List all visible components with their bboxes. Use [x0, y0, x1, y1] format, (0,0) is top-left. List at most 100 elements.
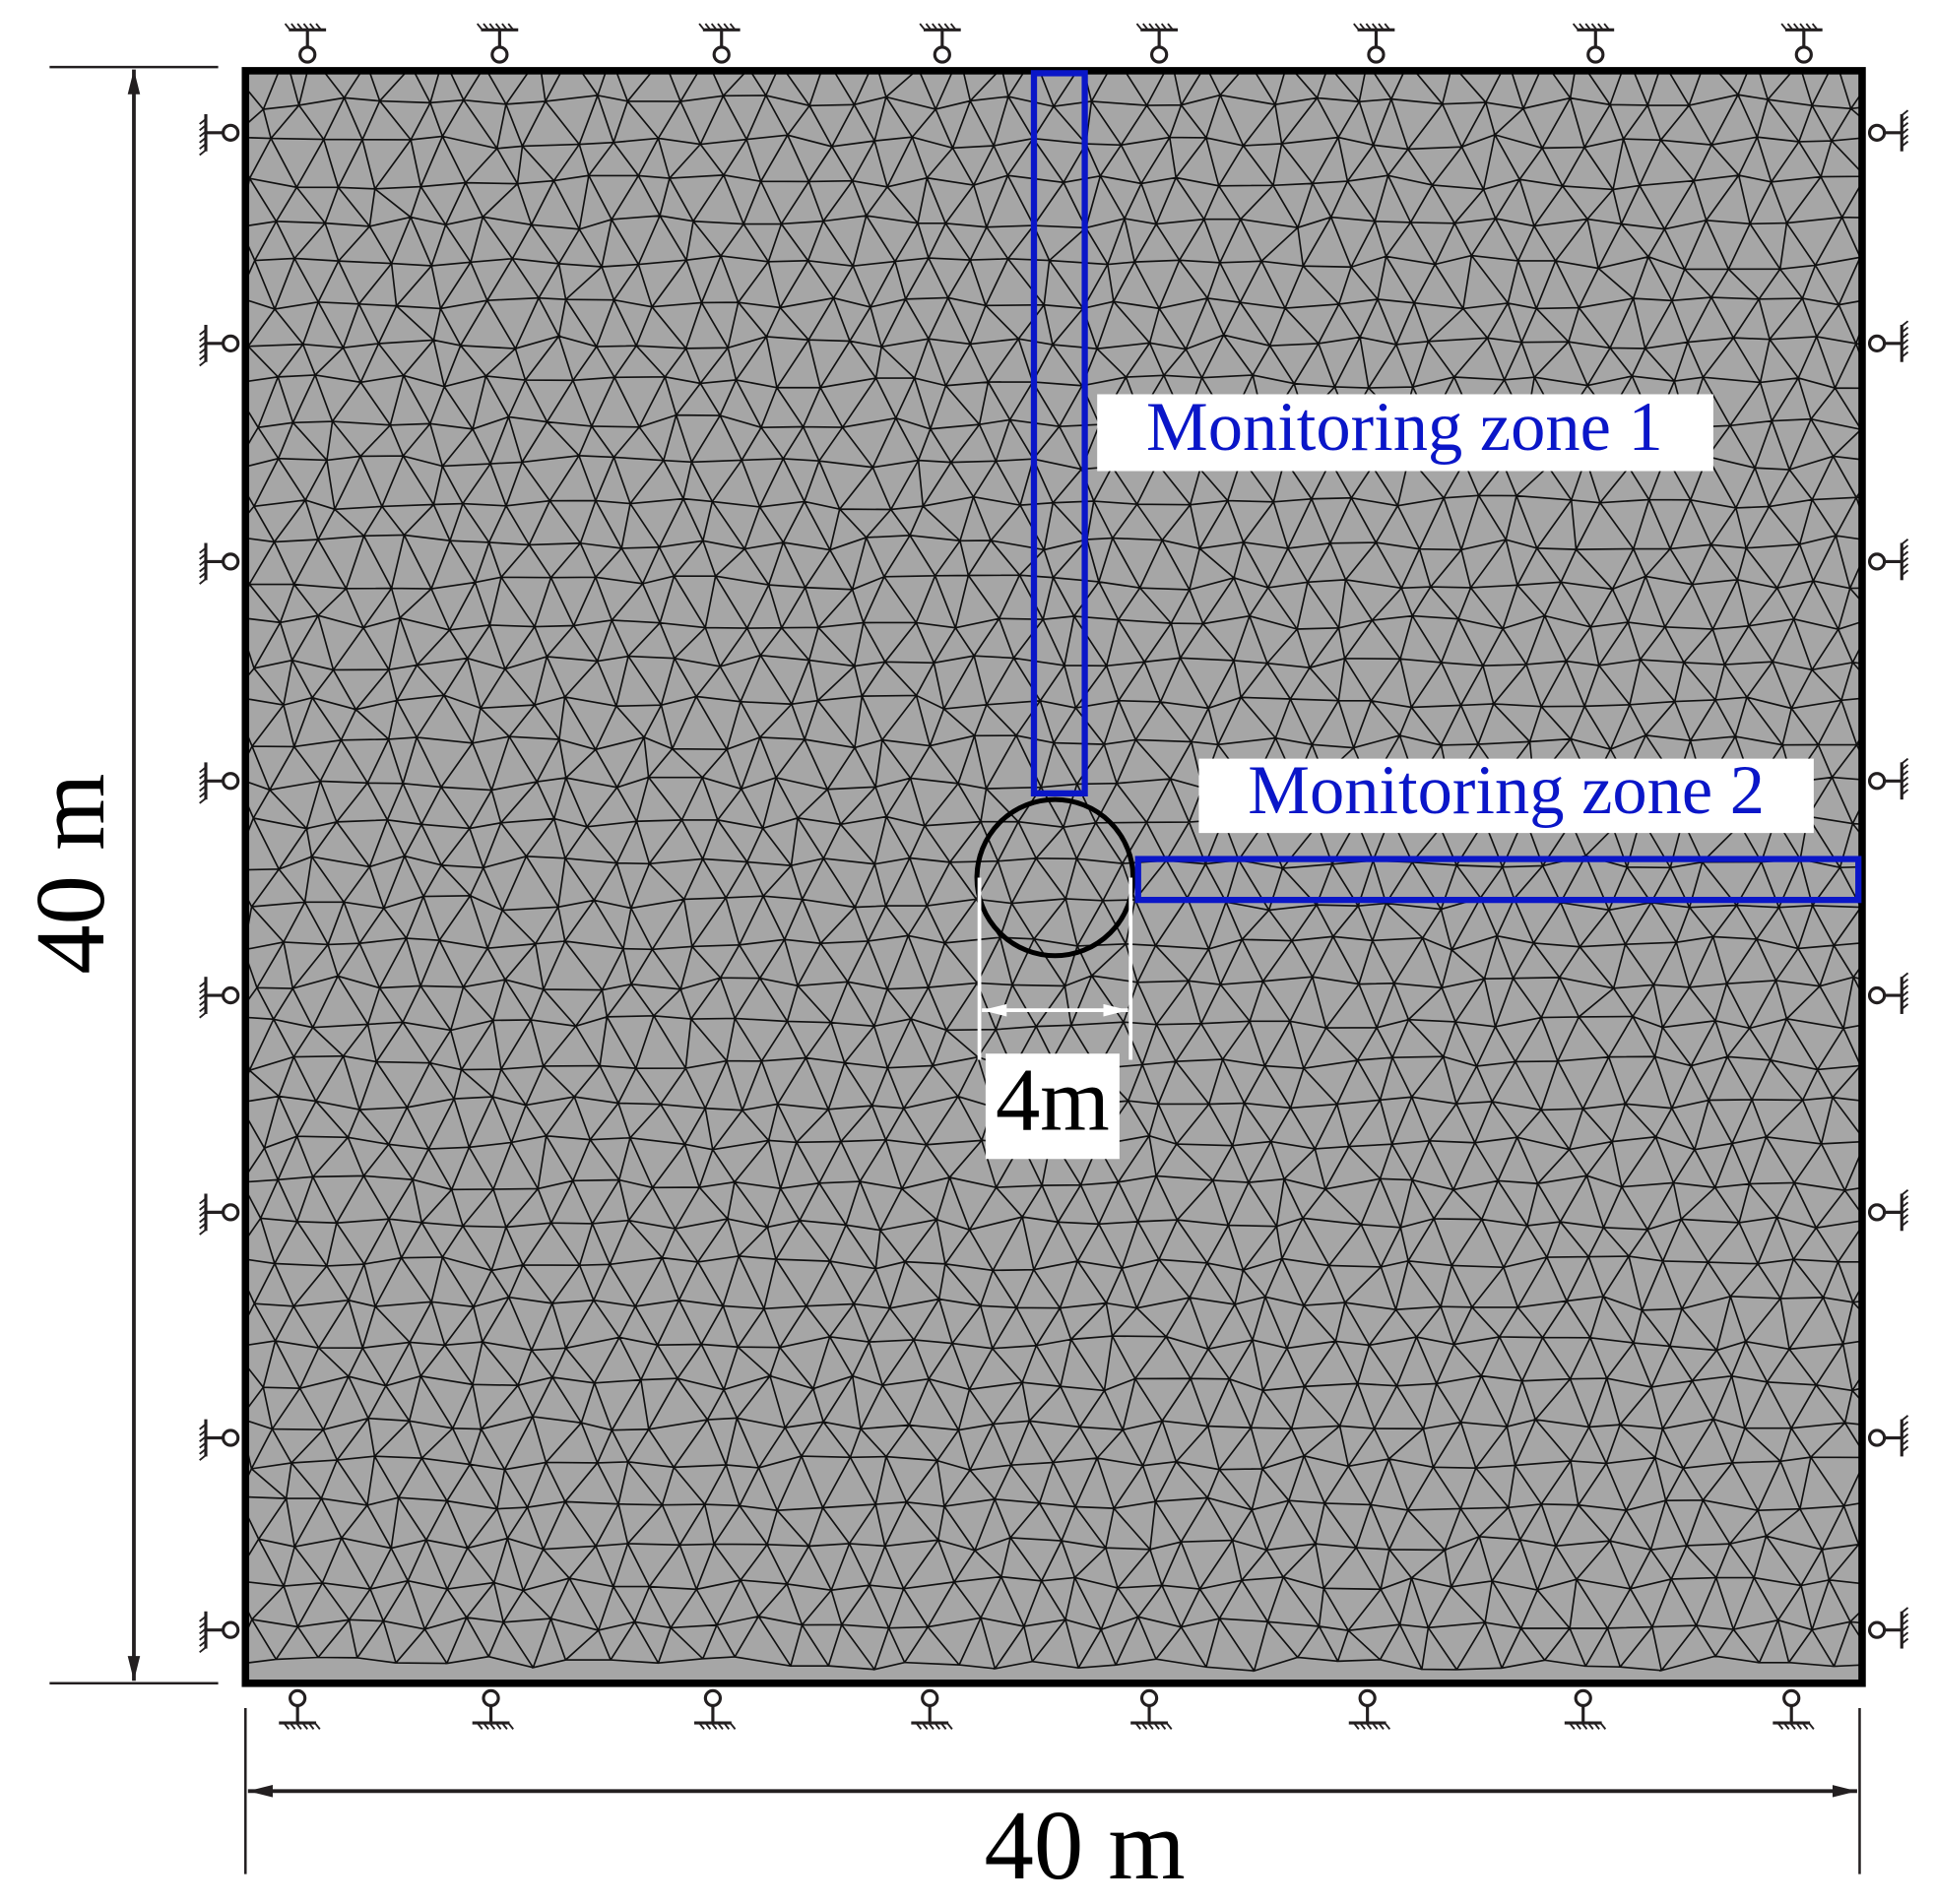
- roller-support: [199, 762, 240, 804]
- support-hatch: [1353, 1722, 1391, 1730]
- support-hatch: [1135, 23, 1174, 31]
- roller: [289, 1688, 307, 1708]
- roller: [1794, 45, 1813, 64]
- roller: [490, 45, 509, 64]
- width-label: 40 m: [984, 1790, 1185, 1900]
- roller: [1867, 1620, 1887, 1639]
- roller-support: [199, 113, 240, 157]
- roller-support: [1348, 1688, 1391, 1730]
- support-hatch: [476, 1722, 514, 1730]
- roller-support: [1572, 23, 1615, 64]
- support-hatch: [1780, 23, 1819, 31]
- roller-support: [1564, 1688, 1607, 1730]
- support-hatch: [1776, 1722, 1815, 1730]
- support-hatch: [199, 329, 207, 367]
- support-hatch: [1569, 1722, 1607, 1730]
- roller-support: [1867, 109, 1909, 152]
- support-hatch: [1134, 1722, 1173, 1730]
- roller: [222, 1203, 240, 1222]
- roller-support: [1867, 1415, 1909, 1457]
- roller: [1782, 1688, 1801, 1708]
- roller-support: [199, 542, 240, 585]
- roller: [1358, 1688, 1377, 1708]
- roller-support: [1135, 23, 1179, 64]
- zone-2-label: Monitoring zone 2: [1248, 752, 1765, 829]
- roller-support: [1867, 1607, 1909, 1649]
- support-hatch: [915, 1722, 953, 1730]
- roller: [1150, 45, 1169, 64]
- roller: [1867, 123, 1887, 142]
- support-hatch: [698, 1722, 737, 1730]
- roller-support: [279, 1688, 321, 1730]
- diameter-label: 4m: [996, 1050, 1110, 1150]
- support-hatch: [1901, 109, 1909, 148]
- roller: [222, 552, 240, 571]
- support-hatch: [199, 981, 207, 1019]
- roller-support: [1780, 23, 1823, 64]
- support-hatch: [1901, 1188, 1909, 1227]
- roller-support: [919, 23, 961, 64]
- roller-support: [199, 1193, 240, 1236]
- support-hatch: [199, 118, 207, 157]
- roller-support: [284, 23, 327, 64]
- support-hatch: [1901, 757, 1909, 795]
- support-hatch: [199, 766, 207, 804]
- roller: [222, 985, 240, 1005]
- support-hatch: [1572, 23, 1610, 31]
- support-hatch: [283, 1722, 321, 1730]
- support-hatch: [199, 546, 207, 585]
- domain: [245, 70, 1862, 1683]
- roller: [222, 772, 240, 791]
- support-hatch: [698, 23, 737, 31]
- roller-support: [911, 1688, 953, 1730]
- roller-support: [1867, 1188, 1909, 1232]
- roller: [1867, 552, 1887, 571]
- height-label: 40 m: [15, 774, 125, 975]
- tunnel: [974, 796, 1136, 959]
- roller: [1367, 45, 1386, 64]
- roller-support: [1867, 539, 1909, 581]
- support-hatch: [199, 1616, 207, 1654]
- roller: [933, 45, 951, 64]
- label-box: [985, 1053, 1120, 1160]
- roller: [1867, 334, 1887, 352]
- support-hatch: [199, 1197, 207, 1236]
- zone-1-label: Monitoring zone 1: [1146, 389, 1663, 466]
- roller: [1867, 772, 1887, 791]
- roller-support: [1130, 1688, 1173, 1730]
- roller: [1574, 1688, 1592, 1708]
- label-box: [1097, 394, 1713, 472]
- roller: [222, 334, 240, 352]
- roller: [222, 123, 240, 142]
- monitoring-zone-1: [1030, 70, 1088, 796]
- support-hatch: [1901, 1415, 1909, 1453]
- roller: [222, 1620, 240, 1639]
- roller-support: [476, 23, 519, 64]
- label-box: [1198, 758, 1814, 834]
- support-hatch: [1901, 320, 1909, 358]
- roller: [921, 1688, 939, 1708]
- roller: [1867, 1428, 1887, 1447]
- support-hatch: [476, 23, 514, 31]
- support-hatch: [1901, 972, 1909, 1010]
- support-hatch: [1901, 539, 1909, 577]
- supports: [199, 23, 1909, 1730]
- support-hatch: [284, 23, 322, 31]
- monitoring-zone-2: [1134, 856, 1862, 904]
- roller-support: [1353, 23, 1395, 64]
- roller-support: [694, 1688, 737, 1730]
- roller: [482, 1688, 500, 1708]
- roller-support: [199, 1419, 240, 1461]
- roller-support: [1773, 1688, 1815, 1730]
- roller: [1586, 45, 1605, 64]
- roller: [298, 45, 317, 64]
- roller-support: [472, 1688, 514, 1730]
- roller-support: [199, 977, 240, 1019]
- support-hatch: [919, 23, 957, 31]
- roller-support: [199, 324, 240, 367]
- roller: [1867, 1203, 1887, 1222]
- support-hatch: [1353, 23, 1391, 31]
- roller-support: [199, 1611, 240, 1654]
- roller: [1867, 985, 1887, 1005]
